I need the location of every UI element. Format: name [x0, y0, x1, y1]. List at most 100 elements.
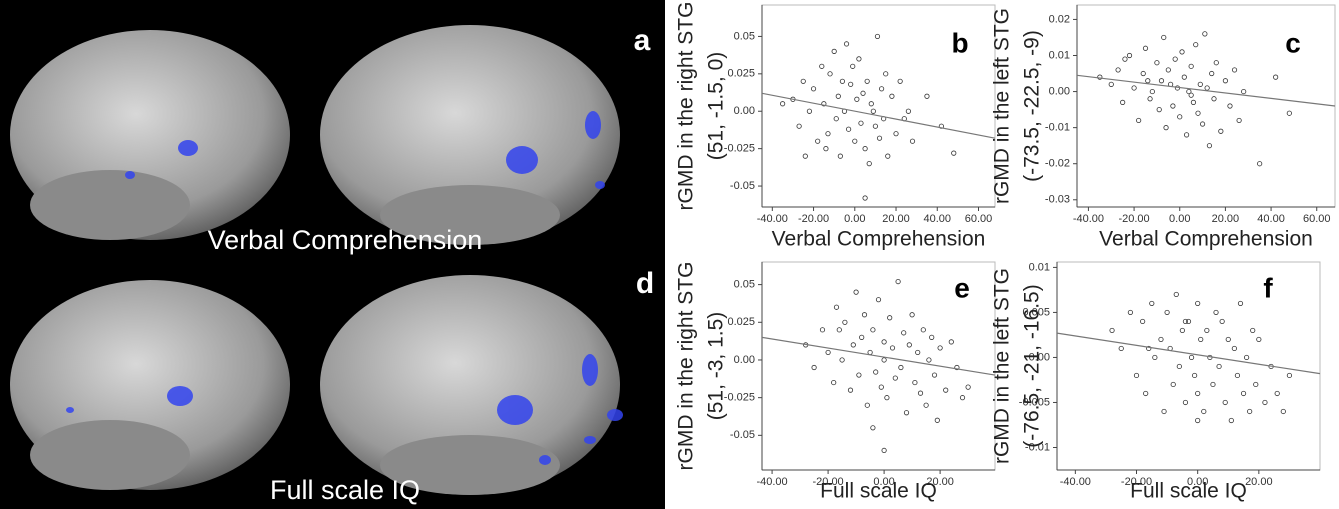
data-point	[840, 79, 844, 83]
x-tick-label: 20.00	[1212, 213, 1240, 225]
data-point	[1195, 418, 1199, 422]
panel-letter: b	[951, 27, 968, 58]
data-point	[820, 64, 824, 68]
data-point	[876, 297, 880, 301]
data-point	[875, 34, 879, 38]
data-point	[1191, 100, 1195, 104]
panel-letter: d	[636, 267, 654, 300]
data-point	[1127, 53, 1131, 57]
data-point	[960, 395, 964, 399]
data-point	[1247, 409, 1251, 413]
data-point	[1171, 104, 1175, 108]
data-point	[1220, 319, 1224, 323]
data-point	[910, 139, 914, 143]
x-tick-label: -40.00	[757, 213, 788, 225]
x-tick-label: 20.00	[882, 213, 910, 225]
data-point	[1237, 118, 1241, 122]
data-point	[844, 42, 848, 46]
data-point	[1183, 319, 1187, 323]
data-point	[1148, 97, 1152, 101]
data-point	[1257, 337, 1261, 341]
data-point	[871, 109, 875, 113]
data-point	[834, 117, 838, 121]
y-tick-label: 0.00	[1049, 85, 1070, 97]
data-point	[918, 391, 922, 395]
data-point	[1192, 373, 1196, 377]
y-tick-label: 0.05	[734, 30, 755, 42]
y-tick-label: -0.03	[1045, 194, 1070, 206]
data-point	[904, 411, 908, 415]
data-point	[1171, 382, 1175, 386]
data-point	[857, 57, 861, 61]
data-point	[780, 102, 784, 106]
data-point	[884, 72, 888, 76]
x-axis-title: Verbal Comprehension	[772, 228, 986, 251]
data-point	[1214, 310, 1218, 314]
data-point	[888, 316, 892, 320]
data-point	[1254, 382, 1258, 386]
data-point	[966, 385, 970, 389]
data-point	[1241, 391, 1245, 395]
data-point	[857, 373, 861, 377]
data-point	[854, 290, 858, 294]
data-point	[916, 350, 920, 354]
data-point	[1116, 68, 1120, 72]
data-point	[801, 79, 805, 83]
data-point	[824, 146, 828, 150]
data-point	[797, 124, 801, 128]
data-point	[859, 121, 863, 125]
data-point	[1238, 301, 1242, 305]
fit-line	[762, 337, 995, 375]
x-axis-title: Full scale IQ	[1130, 480, 1247, 503]
data-point	[1235, 373, 1239, 377]
data-point	[1146, 79, 1150, 83]
data-point	[1174, 292, 1178, 296]
data-point	[1123, 57, 1127, 61]
data-point	[899, 365, 903, 369]
x-tick-label: -40.00	[756, 476, 787, 488]
data-point	[1140, 319, 1144, 323]
data-point	[1143, 391, 1147, 395]
data-point	[882, 340, 886, 344]
data-point	[803, 154, 807, 158]
data-point	[873, 124, 877, 128]
data-point	[863, 196, 867, 200]
data-point	[1200, 122, 1204, 126]
data-point	[890, 94, 894, 98]
data-point	[1189, 64, 1193, 68]
data-point	[1229, 418, 1233, 422]
data-point	[871, 328, 875, 332]
data-point	[1157, 107, 1161, 111]
data-point	[906, 109, 910, 113]
y-axis-title: (51, -1.5, 0)	[705, 52, 728, 161]
plot-frame	[1057, 262, 1320, 470]
data-point	[890, 346, 894, 350]
y-axis-title: rGMD in the left STG	[991, 8, 1014, 204]
y-tick-label: 0.01	[1029, 261, 1050, 273]
data-point	[1232, 346, 1236, 350]
data-point	[853, 139, 857, 143]
x-axis-title: Verbal Comprehension	[1099, 228, 1313, 251]
data-point	[907, 343, 911, 347]
data-point	[1226, 337, 1230, 341]
data-point	[1287, 111, 1291, 115]
data-point	[1183, 400, 1187, 404]
data-point	[840, 358, 844, 362]
x-tick-label: 20.00	[1245, 476, 1273, 488]
data-point	[1134, 373, 1138, 377]
data-point	[935, 418, 939, 422]
data-point	[1177, 364, 1181, 368]
data-point	[952, 151, 956, 155]
data-point	[828, 72, 832, 76]
y-tick-label: 0.01	[1049, 49, 1070, 61]
data-point	[1159, 79, 1163, 83]
data-point	[949, 340, 953, 344]
x-tick-label: -40.00	[1073, 213, 1104, 225]
data-point	[1143, 46, 1147, 50]
data-point	[1251, 328, 1255, 332]
data-point	[826, 131, 830, 135]
data-point	[820, 328, 824, 332]
fit-line	[1077, 75, 1335, 106]
data-point	[1195, 391, 1199, 395]
data-point	[1211, 382, 1215, 386]
